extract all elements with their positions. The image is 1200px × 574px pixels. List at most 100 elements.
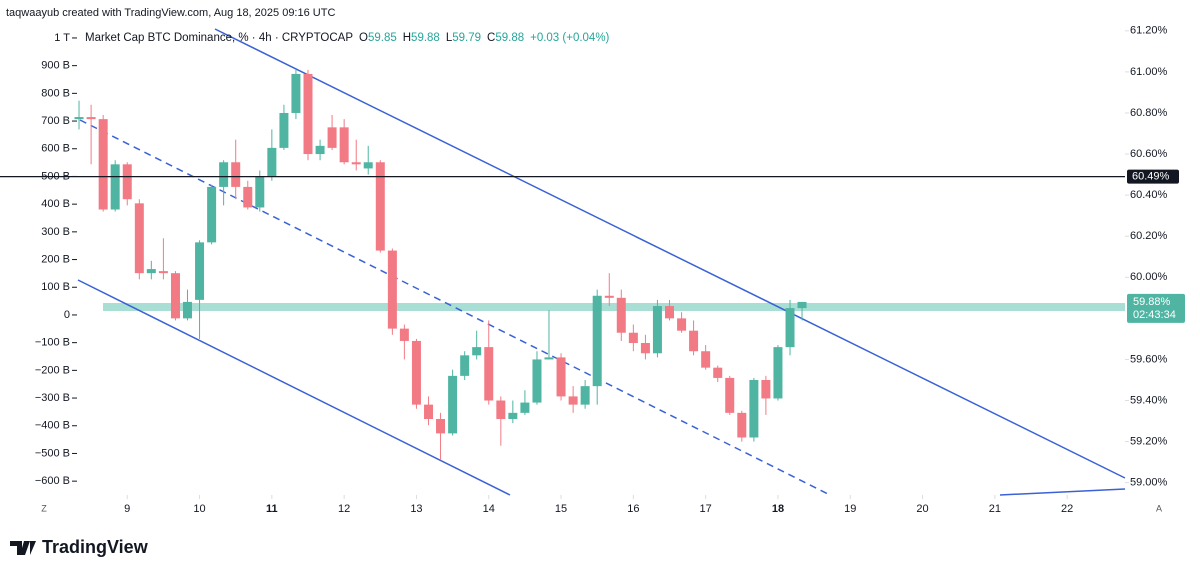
plot	[74, 69, 807, 461]
candle-body	[484, 347, 494, 401]
candle-body	[146, 269, 156, 274]
y-tick-label: 60.80%	[1130, 107, 1168, 119]
legend-text: +0.03 (+0.04%)	[530, 32, 609, 44]
candle-body	[665, 306, 675, 319]
y-tick-label: 61.00%	[1130, 66, 1168, 78]
y-tick-label: 61.20%	[1130, 25, 1168, 37]
candle-body	[580, 386, 590, 405]
candle-body	[279, 112, 289, 148]
candle-body	[315, 145, 325, 155]
candle-body	[110, 164, 120, 210]
last-price-label: 59.88%	[1133, 296, 1171, 308]
x-tick-label: 17	[700, 503, 712, 515]
y-tick-label: 59.60%	[1130, 353, 1168, 365]
x-tick-label: 11	[266, 503, 278, 515]
y2-tick-label: 900 B	[41, 60, 70, 72]
candle-body	[532, 359, 542, 403]
y-tick-label: 60.00%	[1130, 271, 1168, 283]
candle-body	[170, 273, 180, 319]
price-line-tag	[1127, 169, 1179, 184]
y-tick-label: 59.40%	[1130, 394, 1168, 406]
candle-body	[568, 396, 578, 405]
legend-text: 59.88	[411, 32, 440, 44]
candle-body	[255, 176, 265, 208]
candle-body	[725, 377, 735, 413]
trend-line	[999, 488, 1126, 496]
candle-body	[436, 419, 446, 434]
candle-body	[411, 340, 421, 405]
candle-body	[544, 357, 554, 360]
button[interactable]: Z	[41, 503, 47, 513]
candle-body	[496, 400, 506, 420]
candle-body	[424, 404, 434, 420]
legend-text: Market Cap BTC Dominance, % · 4h · CRYPT…	[85, 32, 353, 44]
legend-text: 59.88	[495, 32, 524, 44]
candle-body	[303, 73, 313, 155]
candle-body	[134, 203, 144, 274]
y2-tick-label: 100 B	[41, 281, 70, 293]
y2-tick-label: 300 B	[41, 226, 70, 238]
candle-body	[243, 186, 253, 208]
candle-body	[327, 127, 337, 148]
candle-body	[737, 412, 747, 438]
y2-tick-label: −100 B	[35, 337, 70, 349]
candle-body	[158, 271, 168, 274]
y-tick-label: 60.20%	[1130, 230, 1168, 242]
candle-body	[472, 347, 482, 356]
y2-tick-label: −200 B	[35, 364, 70, 376]
candle-body	[339, 127, 349, 163]
candle-body	[231, 162, 241, 187]
price-line-label: 60.49%	[1132, 171, 1170, 183]
trend-line-upper	[214, 28, 1126, 479]
button[interactable]: A	[1156, 503, 1162, 513]
y2-tick-label: −400 B	[35, 420, 70, 432]
countdown: 02:43:34	[1133, 309, 1176, 321]
legend: Market Cap BTC Dominance, % · 4h · CRYPT…	[85, 32, 610, 44]
y-tick-label: 59.20%	[1130, 436, 1168, 448]
candle-body	[86, 117, 96, 120]
candle-body	[592, 295, 602, 387]
y2-tick-label: 0	[64, 309, 70, 321]
candle-body	[713, 367, 723, 378]
x-tick-label: 19	[844, 503, 856, 515]
y2-tick-label: 800 B	[41, 87, 70, 99]
y2-tick-label: −600 B	[35, 475, 70, 487]
candle-body	[122, 164, 132, 200]
candle-body	[195, 242, 205, 300]
candle-body	[460, 355, 470, 376]
credit: taqwaayub created with TradingView.com, …	[6, 7, 335, 19]
candle-body	[640, 343, 650, 354]
candle-body	[182, 301, 192, 319]
candle-body	[652, 306, 662, 354]
y2-tick-label: −300 B	[35, 392, 70, 404]
trend-line-middle	[79, 119, 831, 496]
legend-text: L	[446, 32, 453, 44]
trend-line-lower	[77, 279, 511, 496]
candle-body	[508, 412, 518, 420]
candle-body	[387, 250, 397, 329]
legend-text: C	[487, 32, 495, 44]
candle-body	[628, 332, 638, 344]
x-tick-label: 16	[627, 503, 639, 515]
candle-body	[207, 186, 217, 243]
highlight-zone	[103, 303, 1125, 311]
y2-tick-label: −500 B	[35, 447, 70, 459]
x-tick-label: 15	[555, 503, 567, 515]
candle-body	[267, 147, 277, 177]
candle-body	[797, 301, 807, 309]
legend-text: H	[403, 32, 411, 44]
x-tick-label: 9	[124, 503, 130, 515]
x-tick-label: 14	[483, 503, 495, 515]
y2-tick-label: 200 B	[41, 253, 70, 265]
candle-body	[98, 119, 108, 210]
y2-tick-label: 600 B	[41, 143, 70, 155]
candle-body	[291, 73, 301, 113]
logo-icon	[10, 541, 36, 555]
y-tick-label: 60.40%	[1130, 189, 1168, 201]
candle-body	[351, 162, 361, 165]
candle-body	[399, 328, 409, 341]
candle-body	[701, 351, 711, 368]
candle-body	[761, 379, 771, 399]
x-tick-label: 21	[989, 503, 1001, 515]
